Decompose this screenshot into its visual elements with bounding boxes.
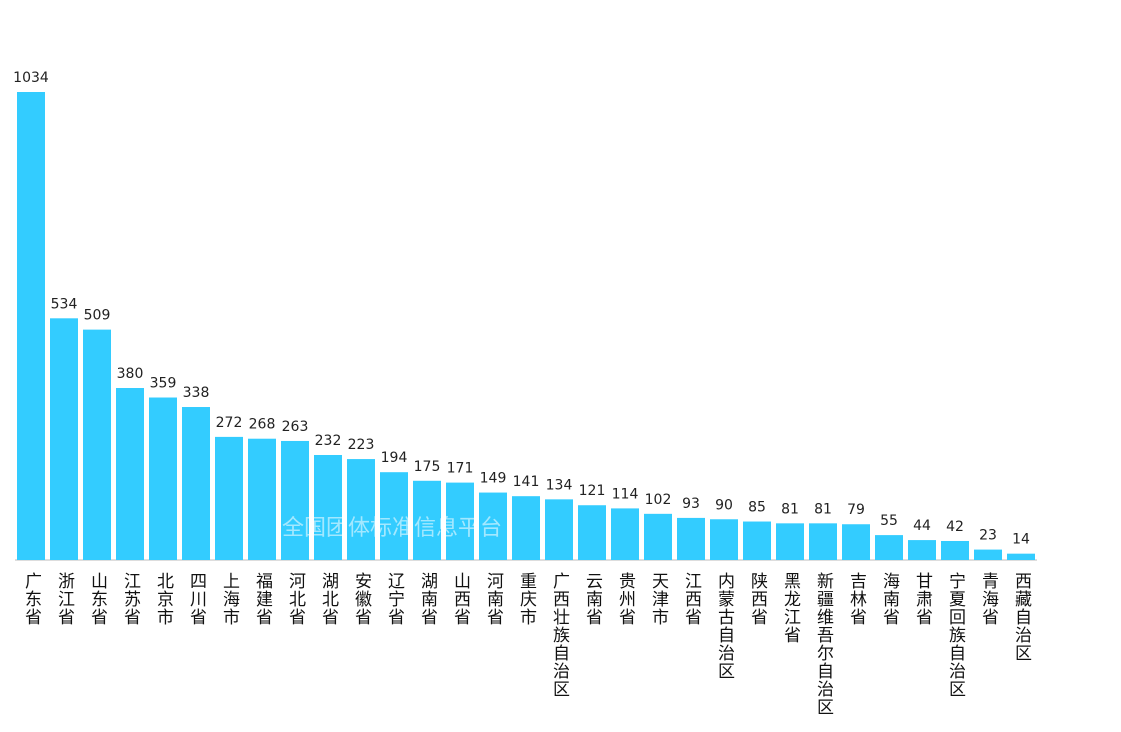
value-label: 93 bbox=[682, 496, 700, 512]
value-label: 85 bbox=[748, 500, 766, 516]
value-label: 338 bbox=[183, 385, 210, 401]
category-label: 黑龙江省 bbox=[780, 572, 801, 644]
value-label: 171 bbox=[447, 461, 474, 477]
bar bbox=[941, 540, 969, 560]
category-label: 辽宁省 bbox=[384, 572, 405, 626]
value-label: 194 bbox=[381, 450, 408, 466]
category-label: 上海市 bbox=[219, 572, 240, 626]
bar bbox=[842, 524, 870, 560]
bar bbox=[545, 499, 573, 560]
category-label: 山西省 bbox=[450, 572, 471, 626]
category-label: 海南省 bbox=[879, 572, 900, 626]
value-label: 232 bbox=[315, 433, 342, 449]
value-label: 81 bbox=[814, 501, 832, 517]
value-label: 114 bbox=[612, 486, 639, 502]
value-label: 102 bbox=[645, 492, 672, 508]
value-label: 223 bbox=[348, 437, 375, 453]
value-label: 134 bbox=[546, 477, 573, 493]
bar bbox=[248, 438, 276, 560]
bar bbox=[644, 513, 672, 560]
category-label: 四川省 bbox=[186, 572, 207, 626]
bar bbox=[314, 454, 342, 560]
value-label: 263 bbox=[282, 419, 309, 435]
category-label: 内蒙古自治区 bbox=[714, 572, 735, 680]
bar bbox=[50, 318, 78, 560]
category-label: 广东省 bbox=[21, 572, 42, 626]
value-label: 149 bbox=[480, 471, 507, 487]
category-label: 甘肃省 bbox=[912, 572, 933, 626]
bar bbox=[611, 508, 639, 560]
bar bbox=[710, 519, 738, 560]
bar bbox=[479, 492, 507, 560]
category-label: 青海省 bbox=[978, 572, 999, 626]
bar bbox=[776, 523, 804, 560]
category-label: 陕西省 bbox=[747, 572, 768, 626]
bar bbox=[908, 540, 936, 560]
category-label: 湖北省 bbox=[318, 572, 339, 626]
bar bbox=[182, 407, 210, 560]
value-label: 534 bbox=[51, 296, 78, 312]
bar bbox=[578, 505, 606, 560]
bar bbox=[17, 92, 45, 560]
bar bbox=[380, 472, 408, 560]
bar bbox=[512, 496, 540, 560]
category-label: 贵州省 bbox=[615, 572, 636, 626]
bar bbox=[116, 388, 144, 560]
value-label: 1034 bbox=[13, 70, 49, 86]
category-label: 天津市 bbox=[648, 572, 669, 626]
bar bbox=[677, 517, 705, 560]
watermark: 全国团体标准信息平台 bbox=[282, 516, 502, 541]
value-label: 380 bbox=[117, 366, 144, 382]
category-label: 吉林省 bbox=[846, 572, 867, 626]
value-label: 81 bbox=[781, 501, 799, 517]
category-label: 云南省 bbox=[582, 572, 603, 626]
bar bbox=[875, 535, 903, 560]
value-label: 14 bbox=[1012, 532, 1030, 548]
category-label: 浙江省 bbox=[54, 572, 75, 626]
category-label: 河北省 bbox=[285, 572, 306, 626]
bar bbox=[446, 482, 474, 560]
category-label: 河南省 bbox=[483, 572, 504, 626]
bar bbox=[347, 459, 375, 560]
value-label: 79 bbox=[847, 502, 865, 518]
value-label: 42 bbox=[946, 519, 964, 535]
value-label: 90 bbox=[715, 497, 733, 513]
value-label: 141 bbox=[513, 474, 540, 490]
bar bbox=[413, 480, 441, 560]
value-label: 359 bbox=[150, 376, 177, 392]
value-label: 55 bbox=[880, 513, 898, 529]
category-label: 新疆维吾尔自治区 bbox=[813, 572, 834, 716]
category-label: 北京市 bbox=[153, 572, 174, 626]
value-label: 268 bbox=[249, 417, 276, 433]
bar bbox=[149, 397, 177, 560]
value-label: 44 bbox=[913, 518, 931, 534]
category-label: 山东省 bbox=[87, 572, 108, 626]
category-label: 安徽省 bbox=[351, 572, 372, 626]
category-label: 广西壮族自治区 bbox=[549, 572, 570, 698]
category-label: 西藏自治区 bbox=[1011, 572, 1032, 662]
bar bbox=[83, 329, 111, 560]
category-label: 宁夏回族自治区 bbox=[945, 572, 966, 698]
value-label: 175 bbox=[414, 459, 441, 475]
value-label: 272 bbox=[216, 415, 243, 431]
value-label: 23 bbox=[979, 528, 997, 544]
category-label: 重庆市 bbox=[516, 572, 537, 626]
bar bbox=[809, 523, 837, 560]
bar bbox=[974, 549, 1002, 560]
bar bbox=[281, 440, 309, 560]
category-label: 湖南省 bbox=[417, 572, 438, 626]
bar bbox=[743, 521, 771, 560]
bar bbox=[1007, 553, 1035, 560]
value-label: 509 bbox=[84, 308, 111, 324]
value-label: 121 bbox=[579, 483, 606, 499]
bar bbox=[215, 436, 243, 560]
category-label: 福建省 bbox=[252, 572, 273, 626]
category-label: 江苏省 bbox=[120, 572, 141, 626]
category-label: 江西省 bbox=[681, 572, 702, 626]
